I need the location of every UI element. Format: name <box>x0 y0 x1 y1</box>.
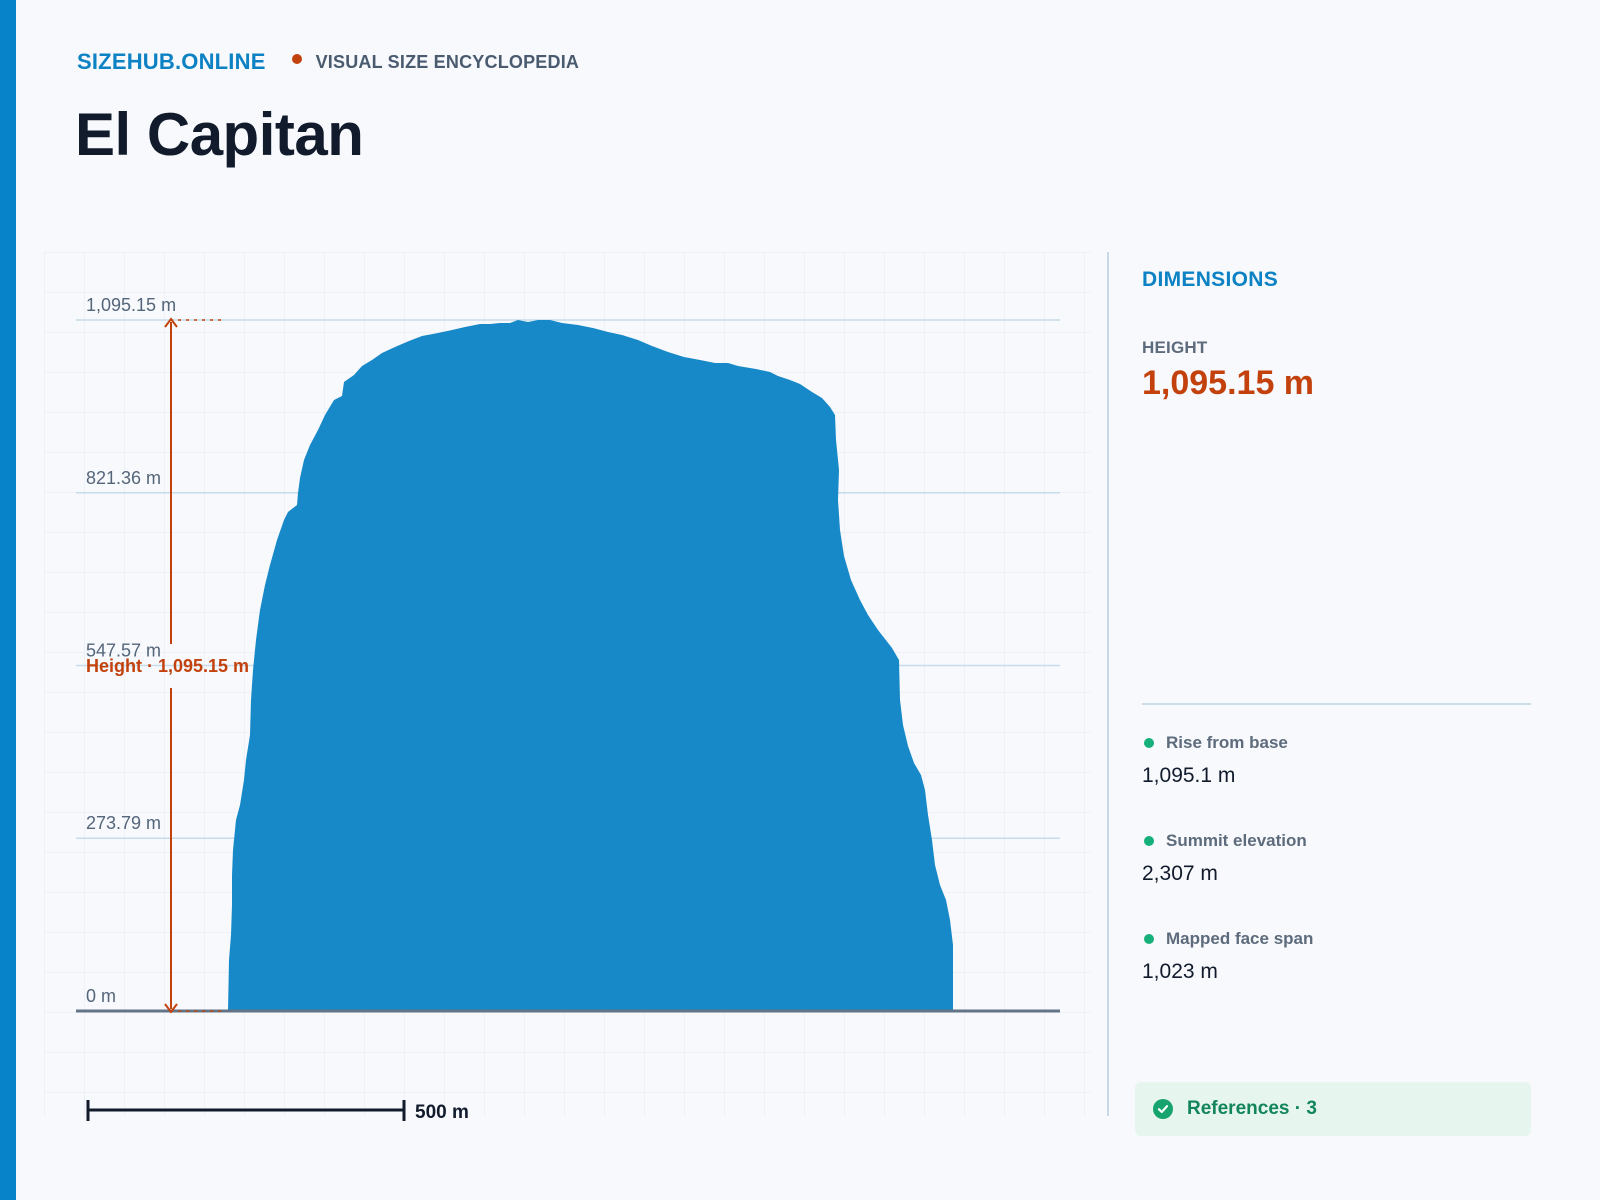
stat-mapped-face-span: Mapped face span 1,023 m <box>1142 929 1313 984</box>
panel-divider <box>1142 703 1531 705</box>
tick-label: 1,095.15 m <box>86 295 176 315</box>
stat-value: 2,307 m <box>1142 862 1218 885</box>
tick-label: 0 m <box>86 986 116 1006</box>
height-arrowhead-bottom-icon <box>164 1003 178 1014</box>
stat-label: Rise from base <box>1166 733 1288 752</box>
scale-bar-label: 500 m <box>415 1102 469 1123</box>
tick-label: 273.79 m <box>86 813 161 833</box>
stat-value: 1,095.1 m <box>1142 764 1236 787</box>
page-title: El Capitan <box>75 101 364 168</box>
brand-name[interactable]: SIZEHUB.ONLINE <box>77 49 266 74</box>
stat-value: 1,023 m <box>1142 960 1218 983</box>
check-circle-icon <box>1153 1099 1173 1119</box>
status-dot-icon <box>1144 738 1154 748</box>
stat-label: Mapped face span <box>1166 929 1314 948</box>
brand-separator-dot <box>291 54 302 64</box>
height-value: 1,095.15 m <box>1142 364 1315 402</box>
brand-bar: SIZEHUB.ONLINE VISUAL SIZE ENCYCLOPEDIA <box>77 47 579 77</box>
sidebar-divider <box>1107 252 1109 1116</box>
tick-label: 821.36 m <box>86 468 161 488</box>
status-dot-icon <box>1144 934 1154 944</box>
dimensions-heading: DIMENSIONS <box>1142 268 1279 291</box>
height-label: HEIGHT <box>1142 338 1208 357</box>
status-dot-icon <box>1144 836 1154 846</box>
stat-label: Summit elevation <box>1166 831 1307 850</box>
stat-rise-from-base: Rise from base 1,095.1 m <box>1142 733 1288 788</box>
references-label: References · 3 <box>1187 1098 1317 1119</box>
tick-label: 547.57 m <box>86 641 161 661</box>
el-capitan-silhouette <box>228 320 953 1011</box>
tick-labels: 0 m 273.79 m 547.57 m 821.36 m 1,095.15 m <box>86 295 176 1006</box>
accent-bar <box>0 0 16 1200</box>
brand-tagline: VISUAL SIZE ENCYCLOPEDIA <box>315 51 580 72</box>
references-button[interactable]: References · 3 <box>1135 1082 1531 1136</box>
stat-summit-elevation: Summit elevation 2,307 m <box>1142 831 1307 886</box>
height-arrowhead-top-icon <box>164 317 178 328</box>
height-annotation: Height · 1,095.15 m <box>86 656 249 676</box>
size-diagram: 0 m 273.79 m 547.57 m 821.36 m 1,095.15 m He… <box>44 252 1091 1123</box>
